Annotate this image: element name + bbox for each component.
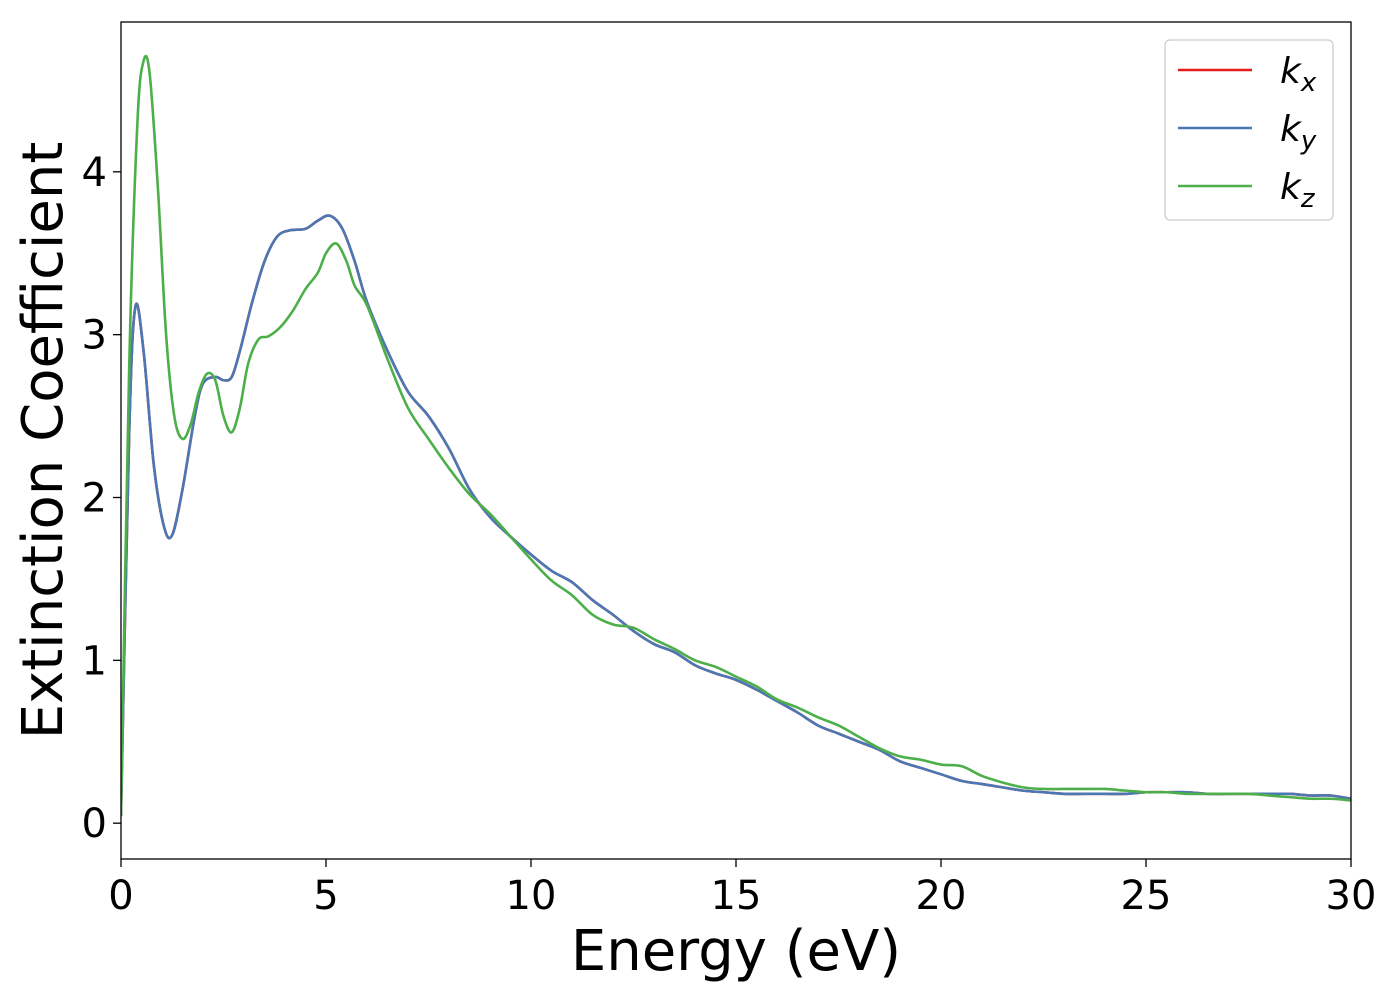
x-tick-label: 15 bbox=[711, 873, 762, 919]
series-line-kx bbox=[121, 214, 1351, 817]
y-tick-label: 1 bbox=[82, 638, 107, 684]
y-tick-label: 0 bbox=[82, 801, 107, 847]
legend-label-kx: kx bbox=[1280, 51, 1317, 98]
x-tick-label: 5 bbox=[313, 873, 338, 919]
series-layer bbox=[121, 54, 1351, 817]
y-tick-label: 2 bbox=[82, 475, 107, 521]
x-axis-title: Energy (eV) bbox=[571, 919, 901, 984]
legend: kx ky kz bbox=[1164, 39, 1334, 221]
y-tick-label: 3 bbox=[82, 313, 107, 359]
x-tick-label: 0 bbox=[108, 873, 133, 919]
x-axis-ticks: 0 5 10 15 20 25 30 bbox=[108, 859, 1376, 919]
y-axis-title: Extinction Coefficient bbox=[11, 142, 76, 740]
y-tick-label: 4 bbox=[82, 150, 107, 196]
x-tick-label: 25 bbox=[1121, 873, 1172, 919]
legend-label-kz: kz bbox=[1280, 167, 1316, 214]
x-tick-label: 20 bbox=[916, 873, 967, 919]
y-axis-ticks: 0 1 2 3 4 bbox=[82, 150, 121, 847]
x-tick-label: 10 bbox=[506, 873, 557, 919]
x-tick-label: 30 bbox=[1326, 873, 1377, 919]
legend-box bbox=[1164, 39, 1334, 221]
legend-label-ky: ky bbox=[1280, 109, 1317, 156]
series-line-kz bbox=[121, 54, 1351, 817]
series-line-ky bbox=[121, 214, 1351, 817]
